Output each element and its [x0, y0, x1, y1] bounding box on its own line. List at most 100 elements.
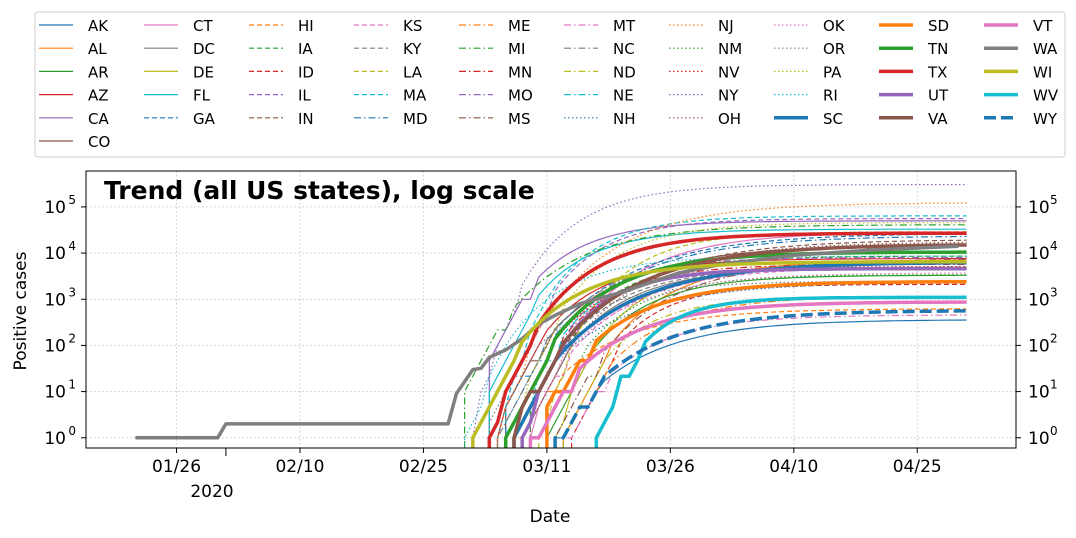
legend-label-me: ME — [508, 17, 530, 35]
series-line-ks — [521, 266, 967, 448]
legend-label-ky: KY — [403, 40, 422, 58]
legend-label-ne: NE — [613, 87, 634, 105]
series-line-ri — [464, 255, 967, 448]
y-tick-label-right: 10 — [1028, 290, 1050, 310]
legend-label-sd: SD — [928, 17, 949, 35]
y-tick-label-exponent: 5 — [68, 193, 76, 207]
y-tick-label-right: 10 — [1028, 244, 1050, 264]
y-tick-label: 10 — [44, 336, 66, 356]
x-year-label: 2020 — [190, 482, 233, 502]
legend-label-md: MD — [403, 110, 428, 128]
series-line-or — [488, 280, 967, 448]
y-tick-label-exponent: 1 — [68, 378, 76, 392]
legend-label-oh: OH — [718, 110, 741, 128]
series-line-hi — [513, 308, 967, 448]
legend-label-ia: IA — [298, 40, 313, 58]
chart-title: Trend (all US states), log scale — [104, 176, 535, 205]
series-line-mi — [464, 224, 967, 448]
x-tick-label: 02/25 — [399, 457, 448, 477]
series-line-fl — [488, 228, 967, 448]
y-tick-label: 10 — [44, 429, 66, 449]
series-line-mo — [521, 257, 967, 448]
legend-label-nj: NJ — [718, 17, 734, 35]
y-tick-label-right-exponent: 1 — [1050, 378, 1058, 392]
legend-label-mt: MT — [613, 17, 636, 35]
legend-label-ar: AR — [88, 63, 109, 81]
series-line-ak — [554, 319, 967, 448]
series-line-ny — [472, 184, 967, 448]
legend-label-ak: AK — [88, 17, 109, 35]
series-line-ca — [488, 220, 967, 448]
legend-label-or: OR — [823, 40, 845, 58]
legend-label-va: VA — [928, 110, 948, 128]
series-line-ma — [505, 215, 967, 448]
legend-label-nh: NH — [613, 110, 636, 128]
x-axis-label: Date — [530, 507, 571, 527]
y-tick-label: 10 — [44, 198, 66, 218]
series-line-wi — [471, 259, 967, 448]
x-tick-label: 01/26 — [152, 457, 201, 477]
x-tick-label: 03/26 — [646, 457, 695, 477]
legend-label-sc: SC — [823, 110, 843, 128]
legend-label-ks: KS — [403, 17, 422, 35]
legend-label-ut: UT — [928, 87, 949, 105]
legend-label-nd: ND — [613, 63, 636, 81]
x-tick-label: 03/11 — [522, 457, 571, 477]
legend-label-fl: FL — [193, 87, 211, 105]
y-tick-label-right: 10 — [1028, 198, 1050, 218]
x-tick-label: 04/10 — [769, 457, 818, 477]
y-tick-label-right-exponent: 3 — [1050, 285, 1058, 299]
legend-frame — [34, 11, 1066, 158]
legend-label-nv: NV — [718, 63, 740, 81]
legend-label-la: LA — [403, 63, 423, 81]
series-line-wy — [553, 309, 967, 448]
y-tick-label-right: 10 — [1028, 429, 1050, 449]
legend-label-mi: MI — [508, 40, 525, 58]
y-tick-label-right-exponent: 4 — [1050, 239, 1058, 253]
series-line-in — [513, 239, 967, 448]
y-tick-label: 10 — [44, 290, 66, 310]
legend-label-az: AZ — [88, 87, 109, 105]
y-tick-label-right: 10 — [1028, 383, 1050, 403]
legend-label-hi: HI — [298, 17, 314, 35]
legend-label-co: CO — [88, 133, 110, 151]
legend-label-pa: PA — [823, 63, 842, 81]
legend-label-mo: MO — [508, 87, 533, 105]
legend-label-nm: NM — [718, 40, 742, 58]
series-line-pa — [513, 221, 967, 448]
y-tick-label-right-exponent: 2 — [1050, 331, 1058, 345]
legend-label-in: IN — [298, 110, 314, 128]
series-line-wv — [594, 295, 967, 448]
y-tick-label-exponent: 2 — [68, 331, 76, 345]
series-line-il — [505, 217, 967, 448]
series-line-va — [512, 243, 967, 448]
legend-label-id: ID — [298, 63, 314, 81]
series-line-vt — [528, 300, 967, 448]
series-line-ok — [513, 272, 967, 448]
series-line-mt — [562, 314, 967, 448]
legend-label-wy: WY — [1033, 110, 1058, 128]
y-tick-label-exponent: 0 — [68, 424, 76, 438]
legend-label-il: IL — [298, 87, 311, 105]
y-tick-label-right-exponent: 5 — [1050, 193, 1058, 207]
y-axis-label: Positive cases — [11, 251, 31, 370]
y-tick-label-right-exponent: 0 — [1050, 424, 1058, 438]
legend-label-ok: OK — [823, 17, 846, 35]
legend-label-ca: CA — [88, 110, 109, 128]
series-line-tx — [487, 231, 967, 448]
plot-frame — [85, 170, 1017, 449]
legend: AK AL AR AZ CA CO CT DC DE FL GA HI IA ID IL IN KS KY LA MA… — [34, 11, 1066, 158]
legend-label-ct: CT — [193, 17, 213, 35]
legend-label-ny: NY — [718, 87, 739, 105]
series-lines — [135, 184, 967, 448]
legend-label-mn: MN — [508, 63, 532, 81]
legend-label-wv: WV — [1033, 87, 1059, 105]
x-tick-label: 04/25 — [893, 457, 942, 477]
legend-label-tx: TX — [927, 63, 947, 81]
legend-label-tn: TN — [927, 40, 948, 58]
legend-label-de: DE — [193, 63, 214, 81]
legend-label-wa: WA — [1033, 40, 1058, 58]
legend-label-ga: GA — [193, 110, 216, 128]
